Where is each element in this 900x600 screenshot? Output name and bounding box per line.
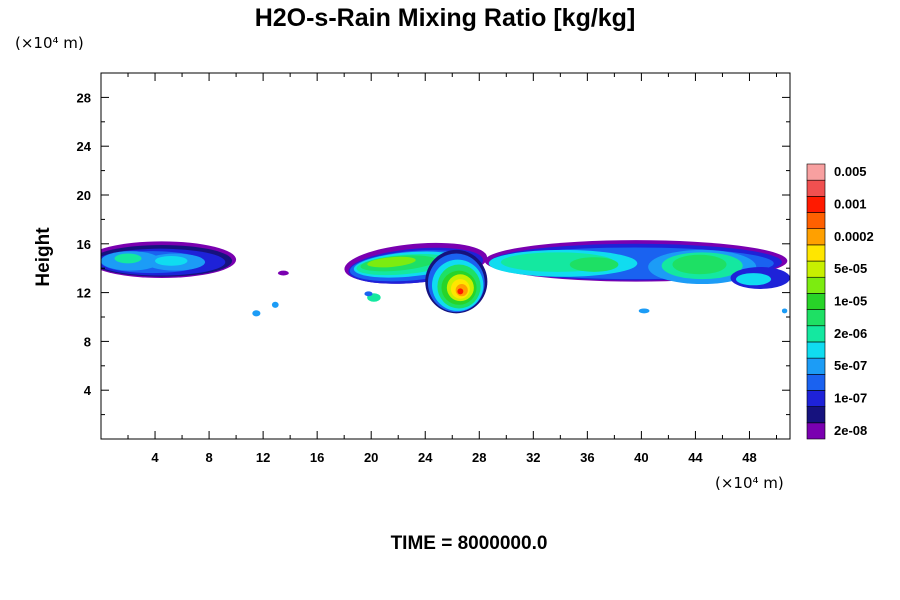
cloud-patch	[367, 256, 416, 268]
cloud-field	[101, 240, 790, 317]
x-tick-label: 36	[580, 450, 594, 465]
colorbar-swatch	[806, 196, 826, 213]
colorbar-swatch	[806, 357, 826, 375]
x-tick-label: 28	[472, 450, 486, 465]
y-tick-label: 28	[77, 90, 91, 105]
colorbar-swatch	[806, 293, 826, 310]
cloud-patch	[569, 257, 619, 272]
y-tick-label: 12	[77, 286, 91, 301]
cloud-patch	[457, 288, 464, 295]
colorbar-label: 0.001	[834, 196, 867, 211]
x-tick-label: 32	[526, 450, 540, 465]
colorbar-swatch	[806, 228, 826, 246]
colorbar: 2e-08 1e-07 5e-07 2e-06 1e-05 5e-05 0.0002 0.00…	[806, 163, 874, 440]
colorbar-swatch	[806, 309, 826, 327]
cloud-patch	[271, 301, 279, 308]
colorbar-label: 5e-05	[834, 261, 867, 276]
y-tick-label: 16	[77, 237, 91, 252]
y-tick-label: 8	[84, 334, 91, 349]
cloud-patch	[252, 310, 261, 317]
colorbar-label: 1e-05	[834, 294, 867, 309]
colorbar-swatch	[806, 373, 826, 391]
y-axis-label: Height	[33, 227, 54, 287]
cloud-patch	[672, 254, 727, 275]
time-label: TIME = 8000000.0	[391, 533, 548, 554]
colorbar-label: 2e-08	[834, 423, 867, 438]
x-tick-label: 44	[688, 450, 703, 465]
cloud-patch	[638, 308, 650, 314]
cloud-patch	[735, 273, 772, 286]
colorbar-swatch	[806, 212, 826, 230]
colorbar-swatch	[806, 163, 826, 181]
y-axis: 4 8 12 16 20 24 28	[77, 90, 790, 416]
x-tick-label: 4	[151, 450, 159, 465]
x-axis: 4 8 12 16 20 24 28 32 36 40 44 48	[127, 73, 777, 465]
chart-title: H2O-s-Rain Mixing Ratio [kg/kg]	[255, 4, 636, 32]
x-tick-label: 12	[256, 450, 270, 465]
cloud-patch	[781, 308, 788, 314]
y-tick-label: 24	[77, 139, 92, 154]
cloud-patch	[364, 291, 373, 297]
x-tick-label: 48	[742, 450, 756, 465]
colorbar-label: 5e-07	[834, 358, 867, 373]
colorbar-label: 0.0002	[834, 229, 874, 244]
colorbar-label: 2e-06	[834, 326, 867, 341]
colorbar-swatch	[806, 422, 826, 440]
colorbar-label: 0.005	[834, 164, 867, 179]
colorbar-swatch	[806, 179, 826, 197]
y-tick-label: 4	[84, 383, 92, 398]
colorbar-swatch	[806, 260, 826, 278]
x-tick-label: 16	[310, 450, 324, 465]
plot-frame	[100, 72, 791, 440]
x-tick-label: 8	[205, 450, 212, 465]
colorbar-label: 1e-07	[834, 391, 867, 406]
colorbar-swatch	[806, 325, 826, 343]
colorbar-swatch	[806, 244, 826, 262]
cloud-patch	[277, 270, 289, 276]
cloud-patch	[114, 253, 142, 264]
x-tick-label: 24	[418, 450, 433, 465]
y-unit-label: (×10⁴ m)	[15, 34, 84, 52]
colorbar-swatch	[806, 390, 826, 407]
colorbar-swatch	[806, 276, 826, 294]
x-tick-label: 40	[634, 450, 648, 465]
cloud-patch	[155, 256, 188, 266]
x-unit-label: (×10⁴ m)	[715, 474, 784, 492]
colorbar-swatch	[806, 341, 826, 359]
x-tick-label: 20	[364, 450, 378, 465]
colorbar-swatch	[806, 406, 826, 424]
y-tick-label: 20	[77, 188, 91, 203]
